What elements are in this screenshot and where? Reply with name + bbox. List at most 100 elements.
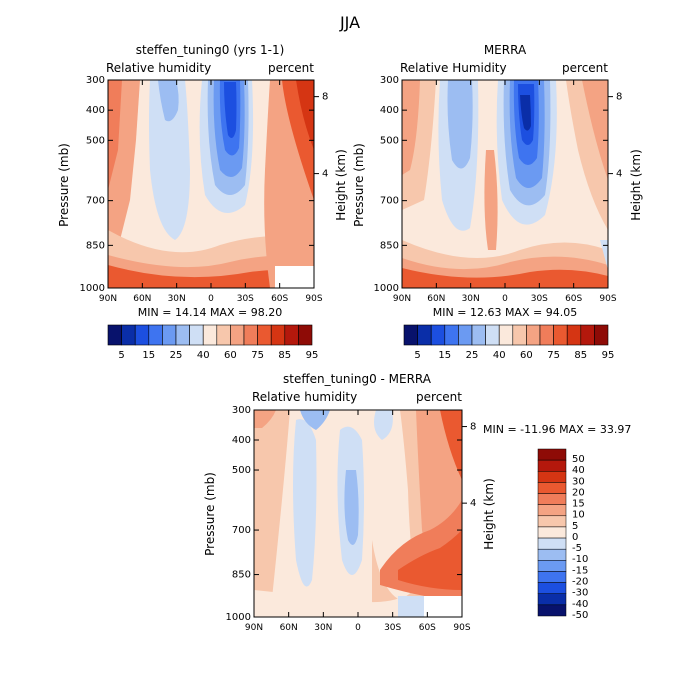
colorbar-label: 15 [438,350,451,361]
colorbar-label: 85 [574,350,587,361]
x-ticks: 90N 60N 30N 0 30S 60S 90S [99,80,323,304]
unit-label: percent [562,61,608,75]
x-tick: 90S [599,80,617,304]
colorbar: 5 15 25 40 60 75 85 95 [107,324,318,361]
panel-model: steffen_tuning0 (yrs 1-1) Relative humid… [57,43,348,361]
height-tick-label: 8 [322,92,328,103]
colorbar: 5 15 25 40 60 75 85 95 [403,324,614,361]
colorbar-label: 20 [572,487,585,498]
y-tick-label: 500 [86,135,105,146]
colorbar-swatch [537,537,567,550]
panel-title: MERRA [484,43,527,57]
y-tick-label: 850 [86,240,105,251]
y-tick: 500 [232,465,462,476]
colorbar-swatch [537,493,567,505]
x-tick-label: 30N [314,623,332,633]
x-ticks: 90N 60N 30N 0 30S 60S 90S [245,410,471,633]
y-tick: 700 [380,196,608,207]
colorbar-swatch [175,324,190,346]
season-title: JJA [339,13,360,32]
colorbar-label: 15 [142,350,155,361]
x-tick-label: 90S [305,294,322,304]
colorbar-label: 25 [466,350,479,361]
x-tick-label: 0 [355,623,361,633]
height-ticks: 84 [314,92,328,180]
x-tick: 60S [271,80,289,304]
colorbar-swatch [257,324,272,346]
colorbar-swatch [553,324,568,346]
height-ticks: 84 [462,422,476,509]
colorbar-swatch [485,324,500,346]
colorbar-swatch [537,582,567,594]
height-tick-label: 4 [322,169,328,180]
x-tick-label: 30S [384,623,401,633]
colorbar-swatch [148,324,163,346]
y-axis-label: Pressure (mb) [57,143,71,227]
colorbar-swatch [444,324,459,346]
x-tick: 60N [427,80,445,304]
colorbar-swatch [230,324,245,346]
y-tick: 400 [86,105,314,116]
y-tick-label: 1000 [80,283,105,294]
height-tick-label: 4 [616,169,622,180]
variable-label: Relative Humidity [400,61,507,75]
y-tick: 400 [232,435,462,446]
y-tick: 1000 [226,612,462,623]
colorbar-label: -5 [572,543,582,554]
panel-merra: MERRA Relative Humidity percent 30040050… [352,43,643,361]
colorbar-label: 75 [251,350,264,361]
x-tick: 30S [384,410,402,633]
colorbar-swatch [121,324,136,346]
colorbar-swatch [537,526,567,539]
x-tick: 0 [502,80,508,304]
x-tick: 90S [305,80,323,304]
colorbar-label: -10 [572,554,588,565]
y-tick: 300 [232,405,462,416]
unit-label: percent [268,61,314,75]
x-tick: 30N [168,80,186,304]
y-tick-label: 500 [380,135,399,146]
height-tick: 8 [462,422,476,433]
y-tick-label: 700 [86,196,105,207]
x-tick: 30N [462,80,480,304]
y-axis-right-label: Height (km) [629,149,643,220]
y-axis-right-label: Height (km) [482,478,496,549]
colorbar-swatch [417,324,432,346]
y-tick-label: 300 [232,405,251,416]
stats-text: MIN = -11.96 MAX = 33.97 [483,423,631,436]
colorbar-label: 15 [572,499,585,510]
colorbar-swatch [526,324,541,346]
x-tick-label: 60N [427,294,445,304]
x-tick: 90N [99,80,117,304]
y-tick-label: 700 [232,525,251,536]
colorbar-swatch [594,324,609,346]
y-tick: 850 [232,570,462,581]
colorbar-swatch [498,324,514,346]
y-tick-label: 500 [232,465,251,476]
y-tick-label: 850 [232,570,251,581]
x-tick-label: 60S [565,294,582,304]
heatmap-field [108,80,314,288]
colorbar-label: 10 [572,510,585,521]
height-tick: 4 [462,498,476,509]
colorbar-label: 40 [572,465,585,476]
x-tick-label: 90N [393,294,411,304]
colorbar-label: 40 [197,350,210,361]
colorbar-swatch [403,324,418,346]
colorbar-swatch [537,459,567,472]
x-tick-label: 60S [271,294,288,304]
x-tick-label: 90S [599,294,616,304]
colorbar-swatch [537,471,567,483]
x-tick: 90N [393,80,411,304]
colorbar-swatch [471,324,486,346]
colorbar-label: 75 [547,350,560,361]
unit-label: percent [416,390,462,404]
x-tick: 60S [419,410,436,633]
panel-difference: steffen_tuning0 - MERRA Relative humidit… [203,372,631,633]
height-tick-label: 8 [616,92,622,103]
colorbar-swatch [284,324,299,346]
y-tick-label: 850 [380,240,399,251]
y-tick: 850 [86,240,314,251]
